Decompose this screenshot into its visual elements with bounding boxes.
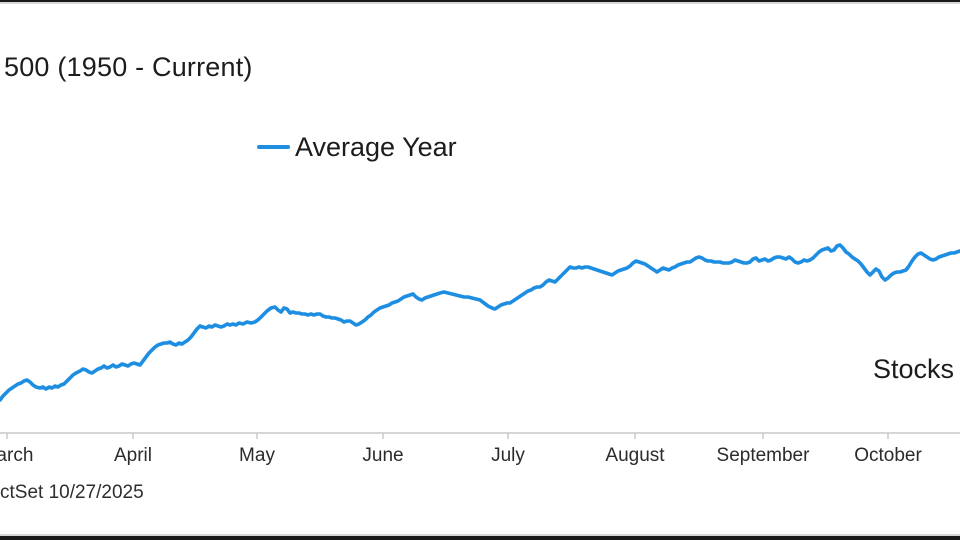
x-axis-label-september: September bbox=[716, 445, 810, 466]
x-axis-label-august: August bbox=[605, 445, 665, 466]
legend-label: Average Year bbox=[295, 132, 457, 162]
legend: Average Year bbox=[257, 132, 457, 162]
x-axis-ticks bbox=[6, 433, 889, 439]
legend-line-swatch bbox=[257, 145, 290, 149]
x-axis-label-july: July bbox=[491, 445, 525, 466]
chart-title: 500 (1950 - Current) bbox=[4, 52, 253, 82]
average-year-line bbox=[0, 243, 960, 402]
x-axis-label-april: April bbox=[113, 445, 152, 466]
x-axis-label-june: June bbox=[362, 445, 404, 466]
source-attribution: ctSet 10/27/2025 bbox=[0, 482, 144, 503]
stocks-label: Stocks bbox=[873, 354, 955, 384]
x-axis-labels: March April May June July August September Octo… bbox=[0, 445, 960, 471]
letterbox-top bbox=[0, 0, 960, 4]
x-axis-label-may: May bbox=[239, 445, 275, 466]
x-axis-label-march: March bbox=[0, 445, 34, 466]
x-axis-label-october: October bbox=[854, 445, 922, 466]
letterbox-bottom bbox=[0, 534, 960, 540]
